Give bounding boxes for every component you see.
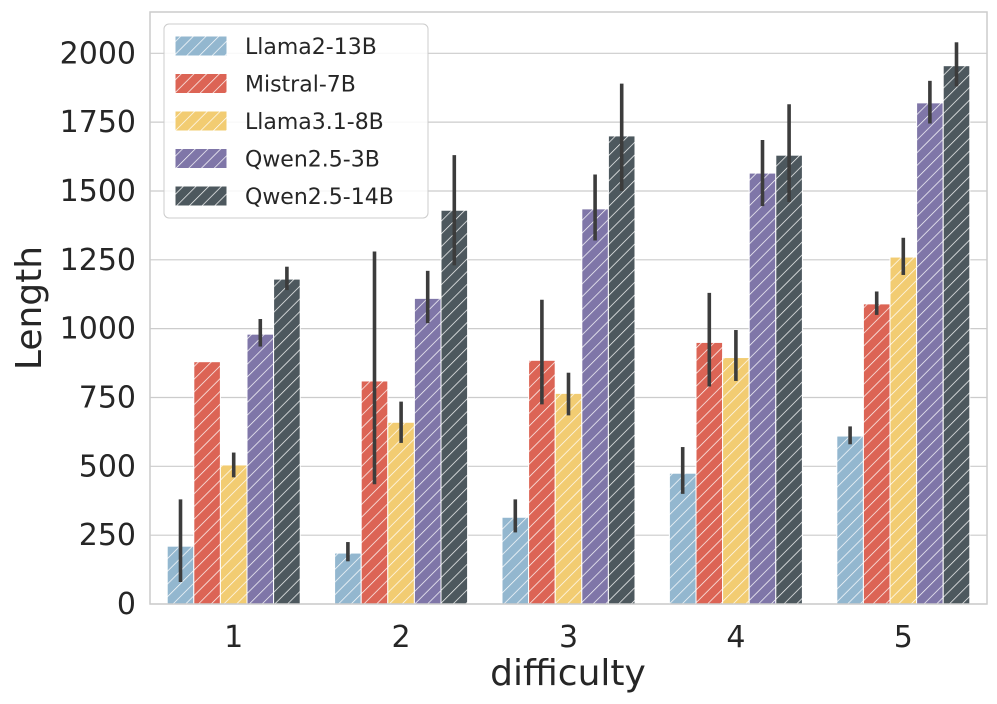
legend-swatch — [174, 73, 228, 94]
x-tick-label: 3 — [559, 620, 578, 655]
x-tick-labels: 1 2 3 4 5 — [224, 620, 913, 655]
x-axis-title: difficulty — [490, 653, 646, 694]
bar — [246, 333, 275, 605]
y-axis-title: Length — [9, 246, 50, 370]
bar — [219, 464, 248, 605]
legend-label: Qwen2.5-14B — [245, 185, 394, 210]
legend-swatch — [174, 148, 228, 169]
legend-swatch — [174, 185, 228, 207]
y-tick-label: 1000 — [60, 312, 136, 347]
bar — [862, 303, 891, 605]
y-tick-labels: 0 250 500 750 1000 1250 1500 1750 2000 — [60, 36, 136, 622]
y-tick-label: 750 — [79, 380, 136, 415]
bar — [775, 154, 803, 605]
bar — [748, 172, 777, 605]
legend-label: Llama3.1-8B — [245, 110, 384, 135]
legend-frame — [163, 23, 429, 219]
legend: Llama2-13B Mistral-7B Llama3.1-8B Qwen2.5-3… — [163, 23, 429, 219]
x-tick-label: 2 — [392, 620, 411, 655]
x-tick-label: 1 — [224, 620, 243, 655]
bar — [193, 361, 221, 605]
bar — [889, 256, 918, 605]
y-tick-label: 1750 — [60, 105, 136, 140]
x-tick-label: 5 — [894, 620, 913, 655]
legend-swatch — [174, 110, 228, 132]
bar — [722, 357, 750, 605]
x-tick-label: 4 — [726, 620, 745, 655]
y-tick-label: 0 — [117, 587, 136, 622]
legend-swatch — [174, 35, 228, 57]
bar — [836, 435, 864, 605]
bar — [581, 208, 609, 605]
legend-label: Qwen2.5-3B — [245, 148, 380, 173]
bar — [942, 65, 971, 605]
bar — [554, 392, 583, 605]
y-tick-label: 2000 — [60, 36, 136, 71]
plot-frame — [149, 11, 988, 605]
bar — [413, 297, 442, 605]
legend-label: Mistral-7B — [245, 73, 356, 98]
bar — [607, 135, 636, 605]
bar — [387, 421, 415, 605]
bar — [440, 209, 469, 605]
y-tick-label: 1250 — [60, 243, 136, 278]
y-tick-label: 500 — [79, 449, 136, 484]
y-tick-label: 250 — [79, 518, 136, 553]
bars — [166, 65, 971, 605]
legend-label: Llama2-13B — [245, 35, 377, 60]
error-bars — [178, 42, 959, 582]
y-tick-label: 1500 — [60, 174, 136, 209]
bar — [916, 102, 944, 605]
bar — [273, 278, 301, 605]
